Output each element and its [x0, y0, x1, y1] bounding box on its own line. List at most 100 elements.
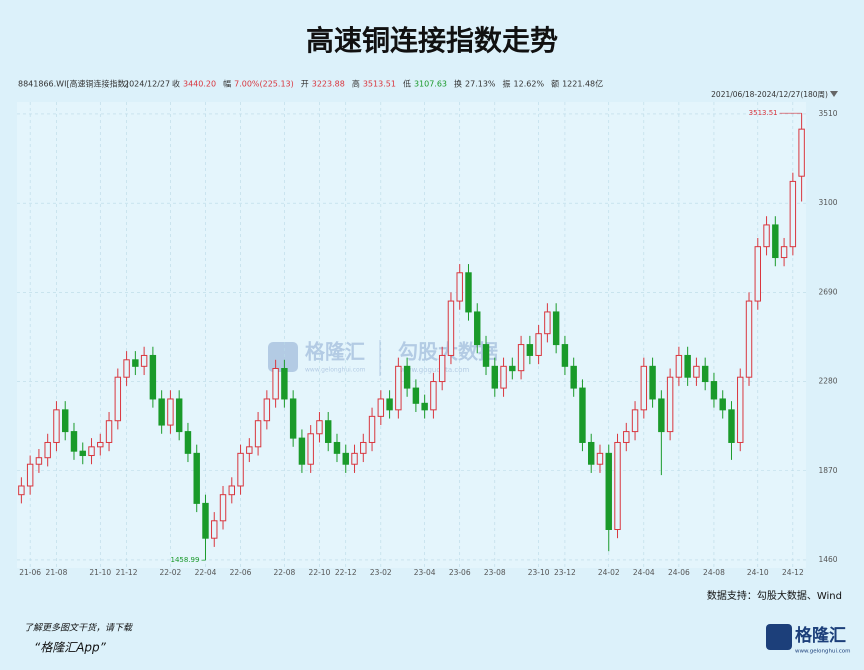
candle-body	[789, 180, 797, 248]
watermark-url: www.gelonghui.com	[305, 367, 366, 374]
x-tick-label: 22-12	[335, 568, 357, 577]
candle-body	[281, 368, 288, 400]
info-label: 低	[403, 79, 411, 89]
candle-body	[614, 441, 621, 530]
candle-body	[675, 354, 683, 378]
info-value: 12.62%	[514, 80, 545, 89]
x-tick-label: 24-08	[703, 568, 725, 577]
promo-app: “格隆汇App”	[34, 641, 107, 655]
x-tick-label: 23-12	[554, 568, 576, 577]
candle-body	[132, 359, 139, 367]
candle-body	[246, 446, 253, 454]
candle-body	[342, 452, 349, 465]
info-label: 收	[172, 79, 180, 89]
x-tick-label: 24-04	[633, 568, 655, 577]
candle-body	[219, 494, 227, 522]
y-tick-label: 2280	[818, 377, 837, 386]
candle-body	[745, 300, 753, 378]
candle-body	[193, 452, 200, 504]
candle-body	[465, 272, 472, 313]
info-label: 换	[454, 79, 462, 89]
candle-body	[526, 344, 534, 356]
candle-body	[649, 365, 656, 400]
candle-body	[211, 520, 218, 539]
candle-body	[737, 376, 744, 443]
candle-body	[368, 415, 376, 443]
info-label: 额	[551, 79, 559, 89]
candle-body	[53, 409, 60, 443]
info-value: 7.00%(225.13)	[234, 80, 294, 89]
y-tick-label: 2690	[818, 287, 837, 296]
x-tick-label: 22-04	[195, 568, 217, 577]
candle-body	[97, 441, 104, 448]
candle-body	[263, 398, 271, 422]
candle-body	[509, 365, 516, 372]
candle-body	[544, 311, 551, 335]
x-tick-label: 21-06	[19, 568, 41, 577]
candle-body	[605, 452, 612, 530]
candle-body	[500, 365, 507, 389]
watermark-logo: 格隆汇	[305, 340, 365, 364]
watermark-icon	[268, 342, 298, 372]
y-tick-label: 1460	[818, 555, 837, 564]
candle-body	[140, 354, 148, 367]
candle-body	[123, 359, 130, 378]
info-value: 3223.88	[312, 80, 345, 89]
candle-body	[421, 402, 428, 411]
x-tick-label: 22-02	[160, 568, 182, 577]
x-tick-label: 24-06	[668, 568, 690, 577]
candle-body	[254, 420, 262, 448]
candle-body	[710, 381, 718, 400]
candle-body	[333, 441, 341, 454]
candle-body	[377, 398, 385, 417]
candle-body	[430, 381, 437, 411]
candle-body	[35, 457, 43, 465]
x-tick-label: 22-06	[230, 568, 252, 577]
x-tick-label: 23-06	[449, 568, 471, 577]
candle-body	[175, 398, 183, 433]
footer-logo: 格隆汇	[795, 625, 846, 646]
candle-body	[491, 365, 499, 389]
source: 数据支持：勾股大数据、Wind	[707, 589, 842, 602]
x-tick-label: 22-10	[309, 568, 331, 577]
info-label: 幅	[223, 79, 231, 89]
candle-body	[517, 344, 525, 372]
candle-body	[772, 224, 779, 259]
x-tick-label: 22-08	[273, 568, 295, 577]
promo: 了解更多图文干货，请下载	[24, 623, 133, 634]
candle-body	[412, 387, 420, 404]
candle-body	[561, 344, 569, 367]
x-tick-label: 23-08	[484, 568, 506, 577]
candle-body	[272, 368, 279, 400]
candle-body	[631, 409, 639, 433]
range-label: 2021/06/18-2024/12/27(180周)	[711, 90, 828, 99]
x-tick-label: 21-10	[89, 568, 111, 577]
info-bar: 收 3440.20 幅 7.00%(225.13) 开 3223.88 高 3513.51 低 3…	[172, 79, 603, 89]
candle-body	[798, 128, 805, 177]
candle-body	[719, 398, 726, 411]
candle-body	[596, 452, 604, 465]
x-tick-label: 21-08	[46, 568, 68, 577]
x-tick-label: 23-10	[528, 568, 550, 577]
candle-body	[70, 431, 78, 452]
candle-body	[386, 398, 393, 411]
candle-body	[44, 441, 51, 459]
candle-body	[237, 452, 244, 487]
info-value: 3513.51	[363, 80, 396, 89]
info-date: 2024/12/27	[124, 80, 170, 89]
candle-body	[482, 344, 490, 367]
candle-body	[202, 502, 209, 539]
candle-body	[79, 450, 86, 457]
x-tick-label: 24-02	[598, 568, 620, 577]
info-value: 1221.48亿	[562, 79, 603, 89]
x-tick-label: 24-10	[747, 568, 769, 577]
candle-body	[754, 246, 762, 302]
candle-body	[403, 365, 411, 389]
candle-body	[395, 365, 402, 411]
candle-body	[307, 433, 314, 465]
title: 高速铜连接指数走势	[306, 24, 558, 57]
candle-body	[167, 398, 174, 426]
candle-body	[456, 272, 463, 302]
candle-body	[579, 387, 586, 443]
